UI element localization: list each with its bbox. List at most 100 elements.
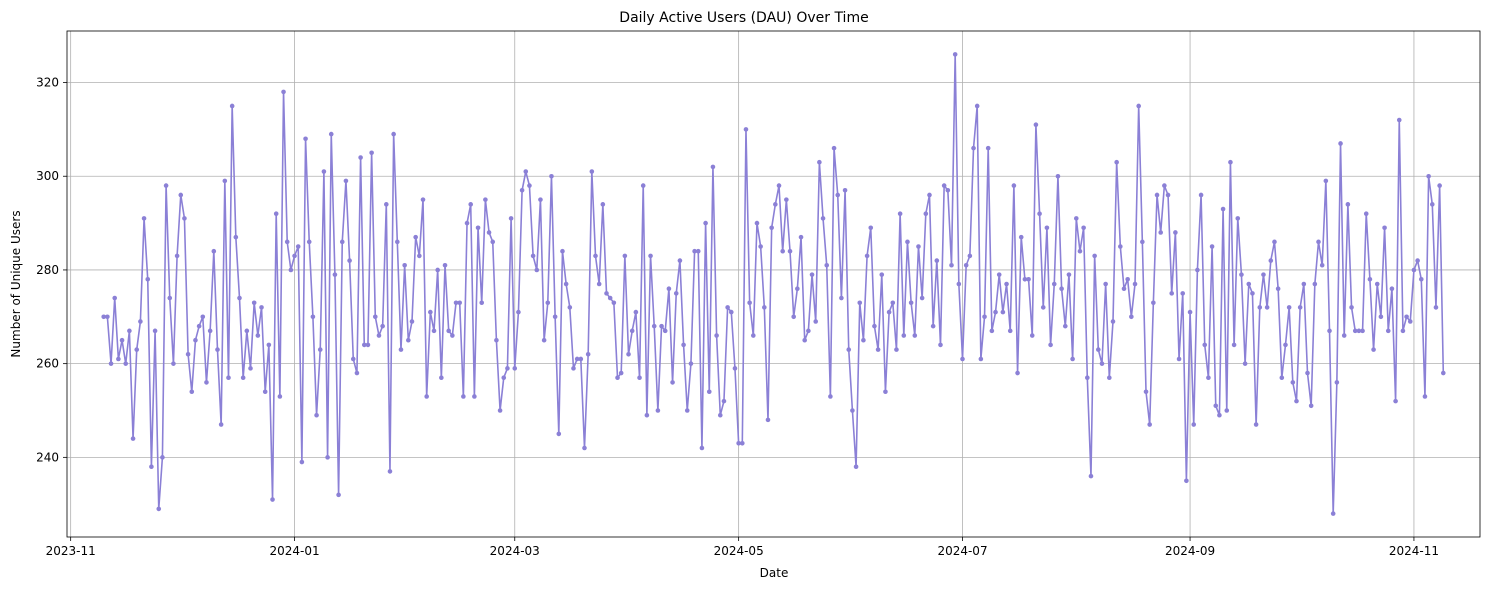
data-point xyxy=(868,225,874,231)
data-point xyxy=(361,342,367,348)
data-point xyxy=(1176,356,1182,362)
data-point xyxy=(773,202,778,207)
data-point xyxy=(1147,422,1152,427)
data-point xyxy=(450,333,455,338)
data-point xyxy=(1107,375,1112,381)
data-point xyxy=(1294,398,1299,404)
data-point xyxy=(695,248,701,254)
data-point xyxy=(721,398,727,404)
data-point xyxy=(784,197,789,202)
data-point xyxy=(1257,305,1263,310)
data-point xyxy=(464,220,470,226)
data-point xyxy=(1363,211,1369,217)
data-point xyxy=(479,300,485,306)
data-point xyxy=(765,417,771,423)
x-tick-label: 2024-11 xyxy=(1389,544,1439,558)
data-point xyxy=(699,445,705,451)
data-point xyxy=(552,314,558,320)
data-point xyxy=(985,145,991,151)
data-point xyxy=(916,244,921,249)
data-point xyxy=(541,337,547,343)
data-point xyxy=(270,497,275,502)
data-point xyxy=(618,370,624,376)
data-point xyxy=(431,328,437,334)
data-point xyxy=(266,342,272,348)
data-point xyxy=(336,492,341,498)
data-point xyxy=(982,314,987,320)
axes: 2023-11 2024-01 2024-03 2024-05 2024-07 2024-… xyxy=(36,30,1481,558)
data-point xyxy=(908,300,914,306)
data-point xyxy=(930,323,936,329)
data-point xyxy=(1162,183,1167,188)
data-point xyxy=(732,366,738,371)
data-point xyxy=(828,394,833,399)
data-point xyxy=(1158,230,1163,235)
data-point xyxy=(1253,422,1259,427)
data-point xyxy=(1044,225,1050,231)
data-point xyxy=(1103,281,1108,287)
data-point xyxy=(501,375,507,381)
data-point xyxy=(490,239,496,245)
data-point xyxy=(710,164,716,170)
data-point xyxy=(567,305,573,310)
data-point xyxy=(1062,323,1068,329)
data-point xyxy=(1330,511,1336,516)
data-point xyxy=(1323,178,1329,184)
x-tick-label: 2024-09 xyxy=(1165,544,1215,558)
data-point xyxy=(1228,159,1233,165)
data-point xyxy=(593,253,598,259)
data-point xyxy=(116,356,121,362)
data-point xyxy=(152,328,158,334)
data-point xyxy=(1382,225,1387,231)
data-point xyxy=(879,272,885,277)
data-point xyxy=(413,234,418,240)
data-point xyxy=(1279,375,1285,381)
data-point xyxy=(1077,248,1083,254)
data-point xyxy=(545,300,551,306)
data-point xyxy=(1165,192,1171,198)
data-point xyxy=(578,356,584,362)
grid-lines xyxy=(67,31,1480,537)
data-point xyxy=(380,323,385,329)
data-point xyxy=(644,412,650,418)
data-point xyxy=(817,159,822,165)
data-point xyxy=(648,253,653,259)
data-point xyxy=(1407,319,1413,324)
data-point xyxy=(1073,216,1079,221)
data-point xyxy=(182,216,187,221)
data-point xyxy=(728,309,734,315)
data-point xyxy=(1433,305,1439,310)
data-point xyxy=(277,394,283,399)
data-point xyxy=(486,230,492,235)
data-point xyxy=(1290,380,1296,385)
x-tick-label: 2024-01 xyxy=(269,544,319,558)
data-point xyxy=(883,389,888,395)
data-point xyxy=(582,445,587,451)
data-point xyxy=(483,197,488,202)
data-point xyxy=(1092,253,1097,259)
data-point xyxy=(1264,305,1270,310)
data-point xyxy=(956,281,962,287)
data-point xyxy=(963,262,969,268)
data-point xyxy=(339,239,345,245)
data-point xyxy=(453,300,459,306)
data-point xyxy=(439,375,444,381)
data-point xyxy=(1088,473,1094,479)
data-point xyxy=(211,248,217,254)
data-point xyxy=(615,375,620,381)
data-point xyxy=(1187,309,1193,315)
data-point xyxy=(1000,309,1006,315)
x-tick-label: 2023-11 xyxy=(46,544,96,558)
data-point xyxy=(629,328,635,334)
data-point xyxy=(1360,328,1365,334)
data-point xyxy=(1305,370,1310,376)
data-point xyxy=(171,361,176,366)
data-point xyxy=(475,225,481,231)
data-point xyxy=(130,436,136,441)
data-point xyxy=(556,431,562,437)
data-point xyxy=(420,197,426,202)
data-point xyxy=(740,441,745,446)
data-point xyxy=(1169,291,1175,296)
data-point xyxy=(376,333,382,338)
data-point xyxy=(806,328,811,334)
